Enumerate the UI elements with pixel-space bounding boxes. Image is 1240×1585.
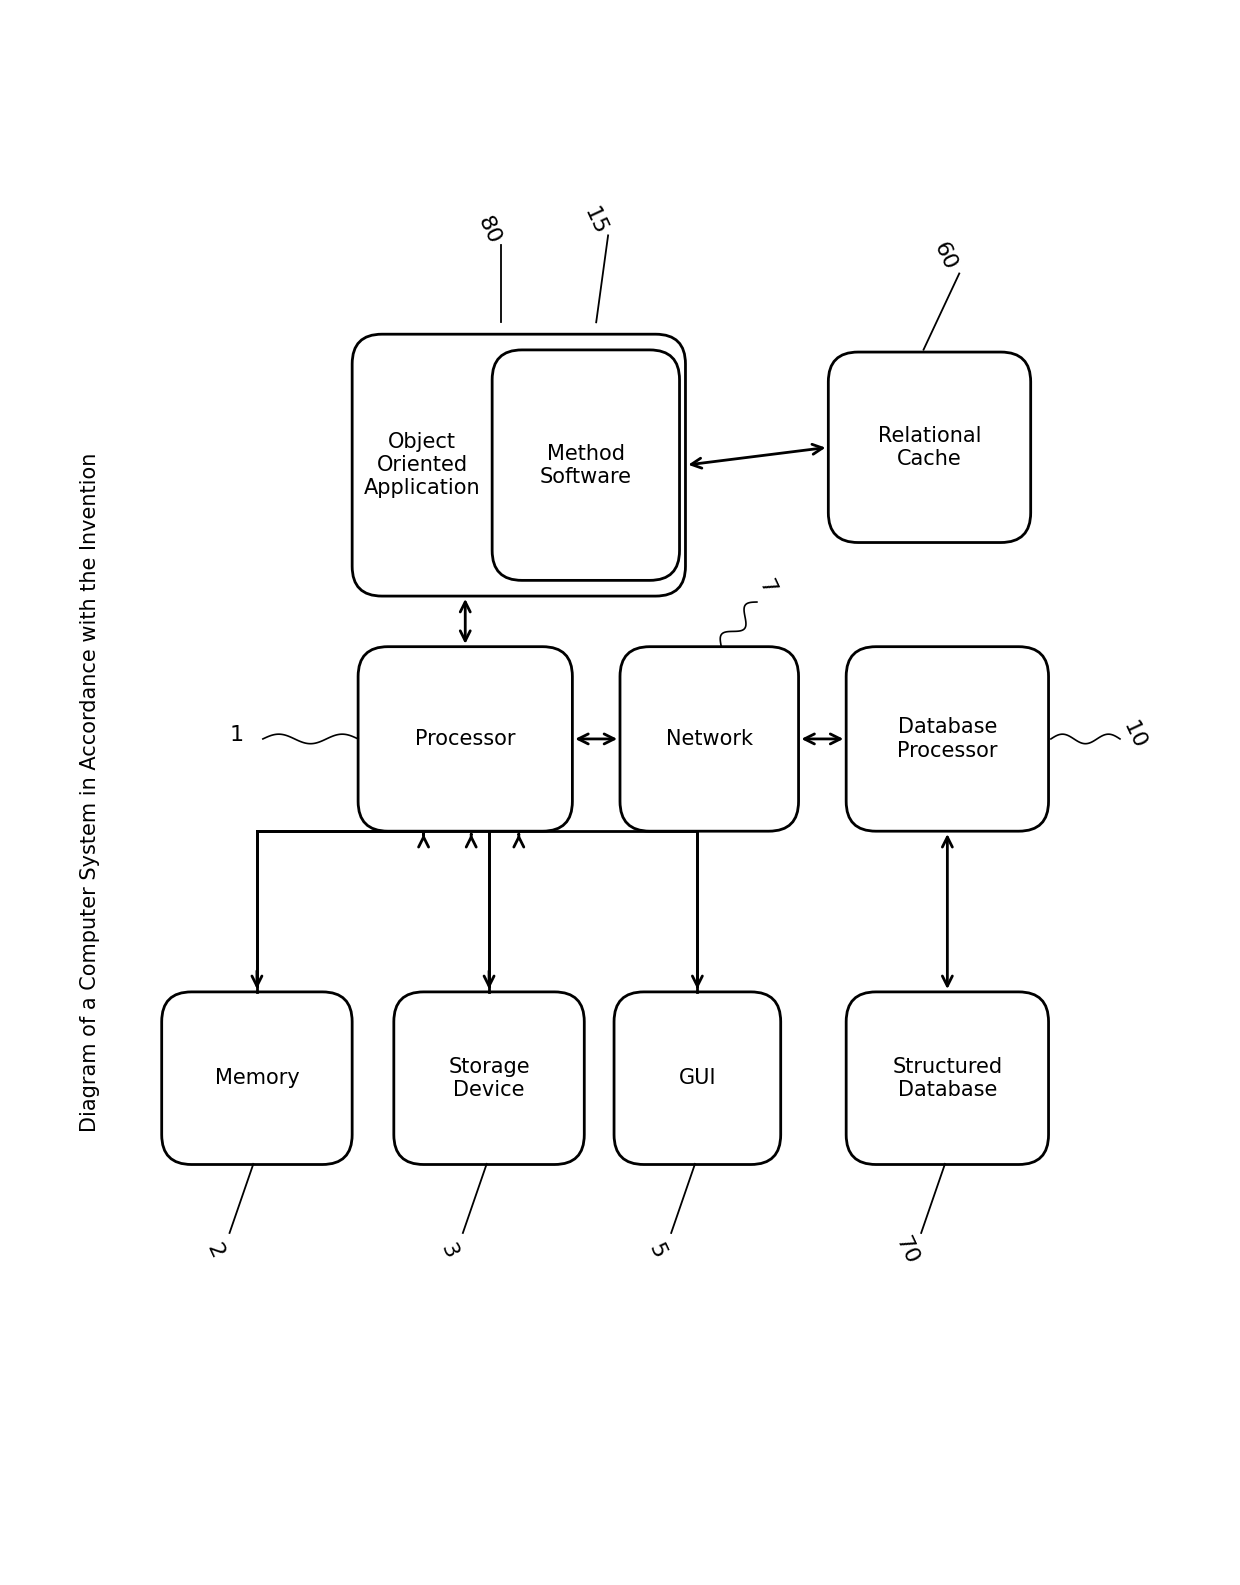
Text: 80: 80 <box>474 214 505 247</box>
Text: Processor: Processor <box>415 729 516 750</box>
FancyBboxPatch shape <box>614 992 781 1165</box>
Text: Memory: Memory <box>215 1068 299 1089</box>
Text: GUI: GUI <box>678 1068 717 1089</box>
FancyBboxPatch shape <box>352 334 686 596</box>
FancyBboxPatch shape <box>394 992 584 1165</box>
Text: Method
Software: Method Software <box>539 444 632 487</box>
Text: 70: 70 <box>892 1233 923 1268</box>
Text: Storage
Device: Storage Device <box>448 1057 529 1100</box>
FancyBboxPatch shape <box>620 647 799 831</box>
Text: Object
Oriented
Application: Object Oriented Application <box>363 433 480 498</box>
Text: 10: 10 <box>1120 718 1149 753</box>
Text: Database
Processor: Database Processor <box>897 718 998 761</box>
Text: 5: 5 <box>645 1239 668 1262</box>
Text: 15: 15 <box>580 204 610 238</box>
FancyBboxPatch shape <box>161 992 352 1165</box>
Text: 3: 3 <box>436 1239 460 1262</box>
Text: Relational
Cache: Relational Cache <box>878 426 981 469</box>
Text: 7: 7 <box>754 575 779 598</box>
Text: 60: 60 <box>930 239 960 274</box>
FancyBboxPatch shape <box>846 992 1049 1165</box>
Text: 2: 2 <box>203 1239 227 1262</box>
FancyBboxPatch shape <box>846 647 1049 831</box>
Text: Structured
Database: Structured Database <box>893 1057 1002 1100</box>
Text: 1: 1 <box>229 726 244 745</box>
Text: Diagram of a Computer System in Accordance with the Invention: Diagram of a Computer System in Accordan… <box>81 453 100 1132</box>
FancyBboxPatch shape <box>492 350 680 580</box>
FancyBboxPatch shape <box>828 352 1030 542</box>
Text: Network: Network <box>666 729 753 750</box>
FancyBboxPatch shape <box>358 647 573 831</box>
